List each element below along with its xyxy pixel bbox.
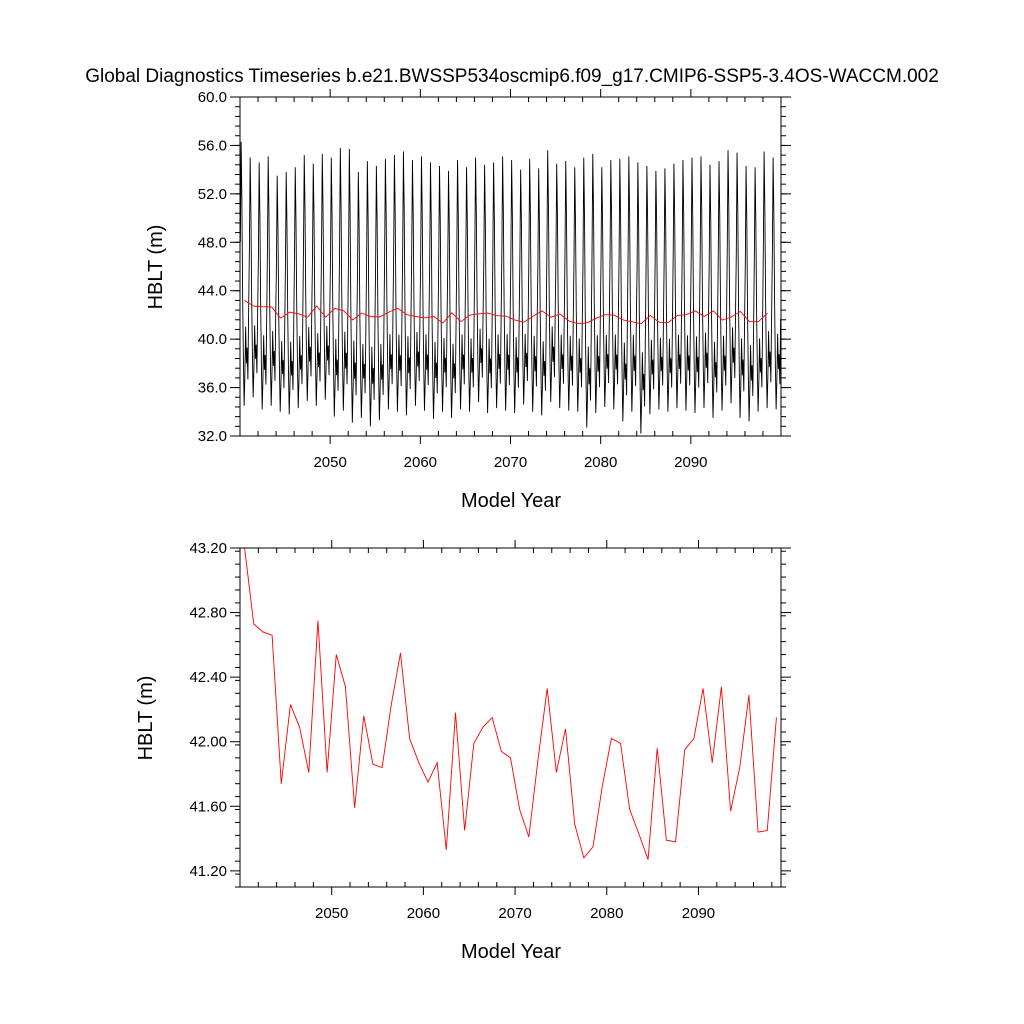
top-panel: 2050 2060 2070 2080 2090 32.0 36.0 40.0 44.0 48.0… [145, 89, 791, 512]
top-x-tick-label: 2050 [313, 454, 346, 471]
bottom-y-tick-label: 42.40 [189, 669, 227, 686]
bottom-x-tick-label: 2060 [407, 905, 440, 922]
top-y-tick-label: 52.0 [198, 186, 227, 203]
top-x-tick-label: 2060 [404, 454, 437, 471]
top-y-axis-label: HBLT (m) [145, 225, 167, 310]
top-series-group [240, 141, 781, 434]
top-y-tick-label: 36.0 [198, 380, 227, 397]
bottom-series-group [244, 548, 777, 860]
bottom-x-tick-label: 2080 [590, 905, 623, 922]
page-title: Global Diagnostics Timeseries b.e21.BWSS… [85, 66, 939, 87]
top-x-tick-label: 2090 [674, 454, 707, 471]
top-x-tick-label: 2070 [494, 454, 527, 471]
bottom-plot-frame [239, 547, 782, 888]
top-y-tick-label: 40.0 [198, 331, 227, 348]
top-y-tick-label: 44.0 [198, 283, 227, 300]
bottom-y-tick-label: 41.60 [189, 798, 227, 815]
bottom-annual-series-line [244, 548, 777, 860]
top-y-tick-label: 48.0 [198, 234, 227, 251]
top-y-tick-label: 32.0 [198, 428, 227, 445]
top-monthly-series-line [240, 141, 781, 434]
top-plot-frame [239, 96, 782, 437]
bottom-x-tick-label: 2090 [682, 905, 715, 922]
bottom-y-axis-label: HBLT (m) [135, 676, 157, 761]
bottom-x-axis-label: Model Year [461, 941, 561, 963]
bottom-y-tick-label: 41.20 [189, 863, 227, 880]
top-y-tick-label: 56.0 [198, 137, 227, 154]
bottom-y-tick-label: 42.80 [189, 605, 227, 622]
top-tick-labels: 2050 2060 2070 2080 2090 32.0 36.0 40.0 44.0 48.0… [198, 89, 708, 471]
bottom-x-tick-label: 2050 [315, 905, 348, 922]
top-x-tick-label: 2080 [584, 454, 617, 471]
bottom-panel: 2050 2060 2070 2080 2090 41.20 41.60 42.00 42.40… [135, 540, 791, 963]
bottom-x-tick-label: 2070 [498, 905, 531, 922]
top-annual-series-line [244, 300, 768, 325]
bottom-y-tick-label: 43.20 [189, 540, 227, 557]
top-ticks [230, 89, 791, 444]
bottom-y-tick-label: 42.00 [189, 734, 227, 751]
bottom-tick-labels: 2050 2060 2070 2080 2090 41.20 41.60 42.00 42.40… [189, 540, 715, 922]
top-x-axis-label: Model Year [461, 490, 561, 512]
bottom-ticks [230, 540, 791, 895]
top-y-tick-label: 60.0 [198, 89, 227, 106]
